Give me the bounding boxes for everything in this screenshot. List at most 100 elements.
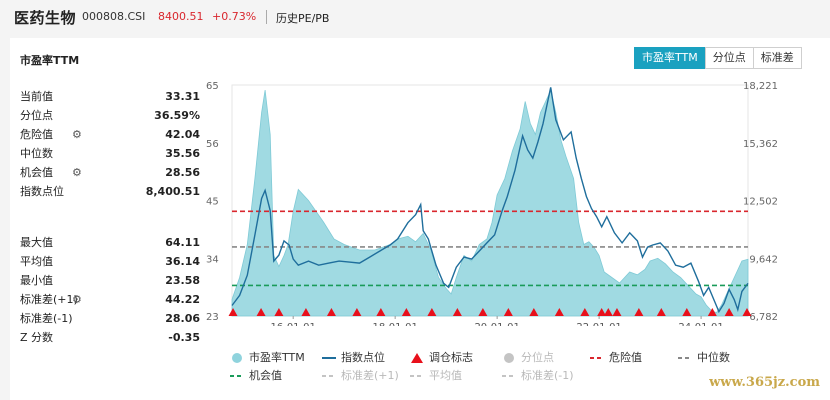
rebalance-marker	[597, 308, 607, 316]
x-tick-label: 22-01-01	[576, 322, 621, 326]
y-left-tick-label: 56	[206, 139, 219, 150]
stat-label: 危险值	[20, 128, 53, 141]
gear-icon[interactable]: ⚙	[72, 128, 82, 141]
stat-value: 23.58	[165, 274, 200, 287]
legend-label: 中位数	[697, 351, 730, 364]
y-right-tick-label: 6,782	[749, 312, 778, 323]
rebalance-marker	[452, 308, 462, 316]
gear-icon[interactable]: ⚙	[72, 293, 82, 306]
rebalance-marker	[634, 308, 644, 316]
legend-item[interactable]: 指数点位	[322, 350, 385, 366]
legend-dash-icon	[410, 375, 424, 377]
rebalance-marker	[529, 308, 539, 316]
stat-label: 最小值	[20, 274, 53, 287]
pe-chart: 65 56 45 34 23 18,221 15,362 12,502 9,642 6,782 16…	[206, 81, 778, 326]
stat-value: 28.56	[165, 166, 200, 179]
legend-label: 标准差(+1)	[341, 369, 399, 382]
stat-label: 最大值	[20, 236, 53, 249]
top-bar: 医药生物 000808.CSI 8400.51 +0.73% 历史PE/PB	[0, 0, 830, 36]
stat-label: 标准差(-1)	[20, 312, 73, 325]
index-title: 医药生物	[14, 9, 77, 27]
gear-icon[interactable]: ⚙	[72, 166, 82, 179]
history-pe-pb-tab[interactable]: 历史PE/PB	[276, 12, 330, 25]
x-tick-label: 16-01-01	[270, 322, 315, 326]
legend-label: 调仓标志	[429, 351, 473, 364]
stat-row: 标准差(-1) 28.06	[20, 310, 200, 328]
rebalance-marker	[707, 308, 717, 316]
y-left-tick-label: 65	[206, 81, 219, 92]
stat-label: Z 分数	[20, 331, 54, 344]
stat-row: 指数点位 8,400.51	[20, 183, 200, 201]
legend-dash-icon	[502, 375, 516, 377]
metric-switch: 市盈率TTM 分位点 标准差	[634, 47, 802, 69]
y-right-tick-label: 12,502	[743, 197, 778, 208]
rebalance-marker	[427, 308, 437, 316]
legend-dash-icon	[678, 357, 692, 359]
rebalance-marker	[742, 308, 752, 316]
stat-value: 42.04	[165, 128, 200, 141]
stat-row: 当前值 33.31	[20, 88, 200, 106]
rebalance-marker	[554, 308, 564, 316]
stat-value: 28.06	[165, 312, 200, 325]
rebalance-marker	[724, 308, 734, 316]
legend-label: 机会值	[249, 369, 282, 382]
legend-item[interactable]: 分位点	[502, 350, 554, 366]
valuation-panel: 市盈率TTM 市盈率TTM 分位点 标准差 当前值 33.31 分位点 36.59% 危…	[10, 38, 830, 400]
legend-item[interactable]: 标准差(+1)	[322, 368, 399, 384]
stat-label: 中位数	[20, 147, 53, 160]
legend-dash-icon	[230, 375, 244, 377]
stat-row: 标准差(+1) ⚙ 44.22	[20, 291, 200, 309]
y-left-tick-label: 45	[206, 197, 219, 208]
y-left-tick-label: 23	[206, 312, 219, 323]
legend-item[interactable]: 危险值	[590, 350, 642, 366]
panel-title: 市盈率TTM	[20, 54, 80, 67]
watermark: www.365jz.com	[709, 375, 820, 390]
legend-dot-icon	[232, 353, 242, 363]
rebalance-marker	[376, 308, 386, 316]
legend-item[interactable]: 机会值	[230, 368, 282, 384]
legend-triangle-icon	[411, 353, 423, 363]
legend-item[interactable]: 平均值	[410, 368, 462, 384]
stat-row: 最小值 23.58	[20, 272, 200, 290]
legend-dash-icon	[322, 375, 336, 377]
stat-row: 机会值 ⚙ 28.56	[20, 164, 200, 182]
stat-value: -0.35	[168, 331, 200, 344]
x-tick-label: 18-01-01	[372, 322, 417, 326]
pe-ttm-area	[231, 89, 749, 317]
x-tick-label: 20-01-01	[474, 322, 519, 326]
stat-value: 36.14	[165, 255, 200, 268]
legend-item[interactable]: 中位数	[678, 350, 730, 366]
stat-label: 当前值	[20, 90, 53, 103]
std-dev-button[interactable]: 标准差	[752, 47, 802, 69]
legend-item[interactable]: 标准差(-1)	[502, 368, 574, 384]
stat-value: 44.22	[165, 293, 200, 306]
percentile-button[interactable]: 分位点	[704, 47, 754, 69]
y-right-tick-label: 18,221	[743, 81, 778, 92]
rebalance-marker	[326, 308, 336, 316]
legend-item[interactable]: 调仓标志	[410, 350, 473, 366]
rebalance-marker	[228, 308, 238, 316]
legend-label: 指数点位	[341, 351, 385, 364]
stat-row: 平均值 36.14	[20, 253, 200, 271]
index-line	[231, 87, 749, 314]
stat-label: 机会值	[20, 166, 53, 179]
rebalance-marker	[656, 308, 666, 316]
y-right-tick-label: 9,642	[749, 254, 778, 265]
legend-item[interactable]: 市盈率TTM	[230, 350, 305, 366]
stat-row: Z 分数 -0.35	[20, 329, 200, 347]
index-code: 000808.CSI	[82, 10, 146, 23]
stat-label: 标准差(+1)	[20, 293, 78, 306]
divider	[266, 10, 267, 24]
legend-label: 平均值	[429, 369, 462, 382]
stat-value: 8,400.51	[145, 185, 200, 198]
legend-label: 市盈率TTM	[249, 351, 305, 364]
legend-label: 分位点	[521, 351, 554, 364]
rebalance-marker	[256, 308, 266, 316]
stat-value: 64.11	[165, 236, 200, 249]
stat-label: 指数点位	[20, 185, 64, 198]
rebalance-marker	[274, 308, 284, 316]
rebalance-marker	[503, 308, 513, 316]
rebalance-marker	[478, 308, 488, 316]
pe-ttm-button[interactable]: 市盈率TTM	[634, 47, 706, 69]
rebalance-marker	[580, 308, 590, 316]
